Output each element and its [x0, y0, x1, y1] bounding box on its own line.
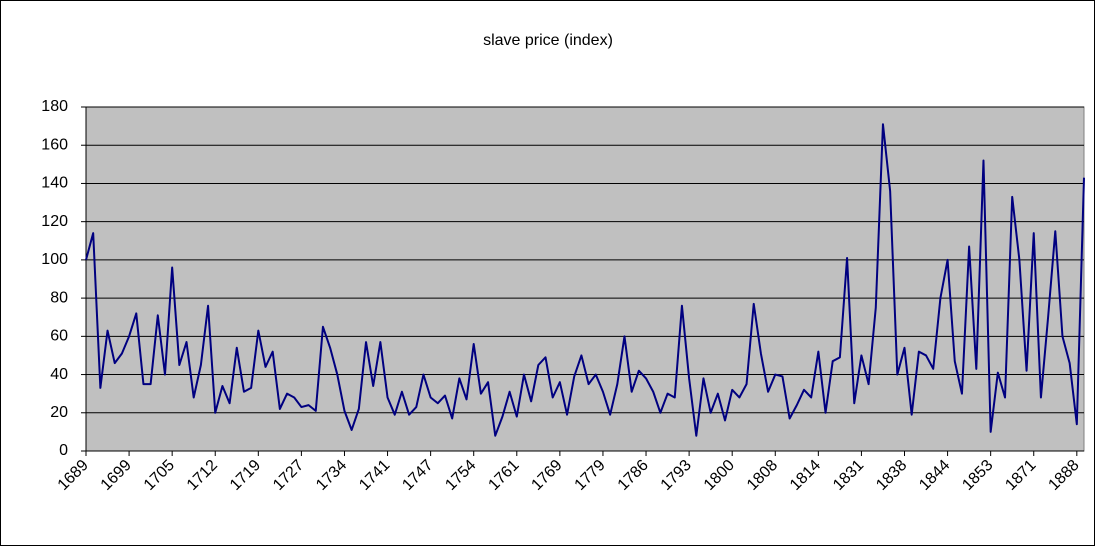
y-tick-label: 140	[41, 175, 68, 192]
y-tick-label: 100	[41, 251, 68, 268]
plot-area	[85, 106, 1085, 452]
chart-title: slave price (index)	[483, 32, 613, 49]
y-tick-label: 160	[41, 136, 68, 153]
y-tick-label: 20	[50, 404, 68, 421]
y-tick-label: 40	[50, 366, 68, 383]
y-tick-label: 80	[50, 289, 68, 306]
y-tick-label: 120	[41, 213, 68, 230]
data-line	[85, 123, 1085, 437]
y-tick-label: 180	[41, 98, 68, 115]
y-tick-label: 60	[50, 328, 68, 345]
y-tick-label: 0	[59, 442, 68, 459]
